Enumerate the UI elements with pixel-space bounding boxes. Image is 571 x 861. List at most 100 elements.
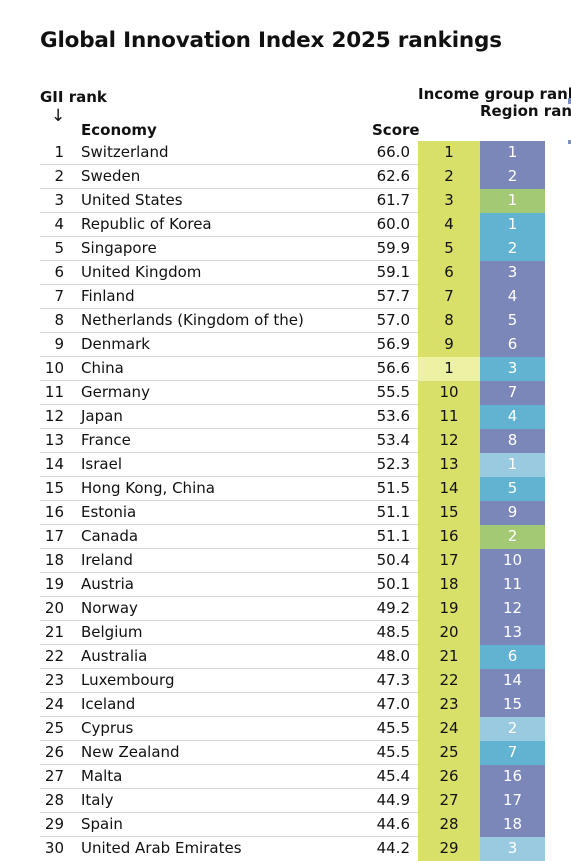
region-rank-cell: 7: [480, 381, 545, 405]
gii-rank-cell: 16: [44, 503, 64, 521]
economy-cell: France: [81, 431, 131, 449]
table-row: 9 Denmark 56.9 9 6: [40, 333, 545, 357]
region-rank-cell: 5: [480, 477, 545, 501]
score-cell: 51.1: [376, 527, 410, 545]
score-cell: 50.4: [376, 551, 410, 569]
gii-rank-cell: 15: [44, 479, 64, 497]
table-row: 8 Netherlands (Kingdom of the) 57.0 8 5: [40, 309, 545, 333]
score-cell: 45.5: [376, 743, 410, 761]
score-cell: 62.6: [376, 167, 410, 185]
income-group-rank-cell: 15: [418, 501, 480, 525]
gii-rank-cell: 27: [44, 767, 64, 785]
income-group-rank-cell: 19: [418, 597, 480, 621]
score-cell: 44.6: [376, 815, 410, 833]
income-group-rank-cell: 22: [418, 669, 480, 693]
table-row: 2 Sweden 62.6 2 2: [40, 165, 545, 189]
income-group-rank-cell: 21: [418, 645, 480, 669]
table-row: 12 Japan 53.6 11 4: [40, 405, 545, 429]
region-rank-cell: 13: [480, 621, 545, 645]
gii-rank-cell: 18: [44, 551, 64, 569]
score-cell: 49.2: [376, 599, 410, 617]
gii-rank-cell: 6: [54, 263, 64, 281]
economy-cell: Sweden: [81, 167, 141, 185]
score-cell: 51.5: [376, 479, 410, 497]
score-cell: 55.5: [376, 383, 410, 401]
score-cell: 45.5: [376, 719, 410, 737]
income-group-rank-cell: 9: [418, 333, 480, 357]
score-cell: 44.9: [376, 791, 410, 809]
gii-rank-cell: 22: [44, 647, 64, 665]
income-group-rank-cell: 4: [418, 213, 480, 237]
income-group-rank-cell: 5: [418, 237, 480, 261]
economy-cell: Spain: [81, 815, 123, 833]
gii-rank-cell: 26: [44, 743, 64, 761]
region-rank-cell: 1: [480, 141, 545, 165]
score-cell: 60.0: [376, 215, 410, 233]
income-group-rank-cell: 1: [418, 141, 480, 165]
table-row: 5 Singapore 59.9 5 2: [40, 237, 545, 261]
gii-rank-cell: 30: [44, 839, 64, 857]
income-group-rank-cell: 27: [418, 789, 480, 813]
score-header: Score: [372, 121, 420, 139]
income-group-rank-cell: 25: [418, 741, 480, 765]
economy-cell: Malta: [81, 767, 123, 785]
region-rank-cell: 2: [480, 525, 545, 549]
income-group-rank-cell: 8: [418, 309, 480, 333]
gii-rank-cell: 2: [54, 167, 64, 185]
income-group-rank-cell: 7: [418, 285, 480, 309]
score-cell: 51.1: [376, 503, 410, 521]
rankings-table: 1 Switzerland 66.0 1 1 2 Sweden 62.6 2 2 3 United S…: [40, 141, 545, 861]
gii-rank-cell: 4: [54, 215, 64, 233]
region-rank-cell: 3: [480, 261, 545, 285]
income-group-rank-cell: 23: [418, 693, 480, 717]
score-cell: 66.0: [376, 143, 410, 161]
table-row: 23 Luxembourg 47.3 22 14: [40, 669, 545, 693]
economy-cell: Estonia: [81, 503, 137, 521]
region-rank-cell: 17: [480, 789, 545, 813]
table-row: 25 Cyprus 45.5 24 2: [40, 717, 545, 741]
score-cell: 57.7: [376, 287, 410, 305]
table-row: 18 Ireland 50.4 17 10: [40, 549, 545, 573]
income-group-rank-cell: 18: [418, 573, 480, 597]
income-group-rank-cell: 1: [418, 357, 480, 381]
score-cell: 47.3: [376, 671, 410, 689]
score-cell: 48.5: [376, 623, 410, 641]
score-cell: 53.4: [376, 431, 410, 449]
table-row: 16 Estonia 51.1 15 9: [40, 501, 545, 525]
economy-cell: Canada: [81, 527, 139, 545]
table-row: 17 Canada 51.1 16 2: [40, 525, 545, 549]
economy-cell: Iceland: [81, 695, 136, 713]
edge-mark: [568, 98, 571, 104]
region-rank-cell: 2: [480, 165, 545, 189]
table-row: 27 Malta 45.4 26 16: [40, 765, 545, 789]
gii-rank-cell: 24: [44, 695, 64, 713]
gii-rank-cell: 10: [44, 359, 64, 377]
page-title: Global Innovation Index 2025 rankings: [40, 28, 502, 53]
gii-rank-cell: 29: [44, 815, 64, 833]
table-row: 21 Belgium 48.5 20 13: [40, 621, 545, 645]
gii-rank-cell: 21: [44, 623, 64, 641]
region-rank-cell: 16: [480, 765, 545, 789]
economy-cell: Norway: [81, 599, 138, 617]
edge-mark: [568, 140, 571, 144]
income-group-rank-cell: 6: [418, 261, 480, 285]
score-cell: 56.6: [376, 359, 410, 377]
score-cell: 56.9: [376, 335, 410, 353]
economy-cell: Ireland: [81, 551, 133, 569]
table-row: 29 Spain 44.6 28 18: [40, 813, 545, 837]
table-row: 14 Israel 52.3 13 1: [40, 453, 545, 477]
economy-cell: China: [81, 359, 124, 377]
economy-cell: Austria: [81, 575, 134, 593]
region-rank-cell: 15: [480, 693, 545, 717]
economy-cell: Italy: [81, 791, 114, 809]
score-cell: 44.2: [376, 839, 410, 857]
income-group-rank-cell: 13: [418, 453, 480, 477]
region-rank-cell: 3: [480, 837, 545, 861]
region-rank-cell: 8: [480, 429, 545, 453]
gii-rank-cell: 28: [44, 791, 64, 809]
economy-cell: Denmark: [81, 335, 150, 353]
score-cell: 45.4: [376, 767, 410, 785]
table-row: 30 United Arab Emirates 44.2 29 3: [40, 837, 545, 861]
gii-rank-cell: 17: [44, 527, 64, 545]
economy-cell: Republic of Korea: [81, 215, 212, 233]
